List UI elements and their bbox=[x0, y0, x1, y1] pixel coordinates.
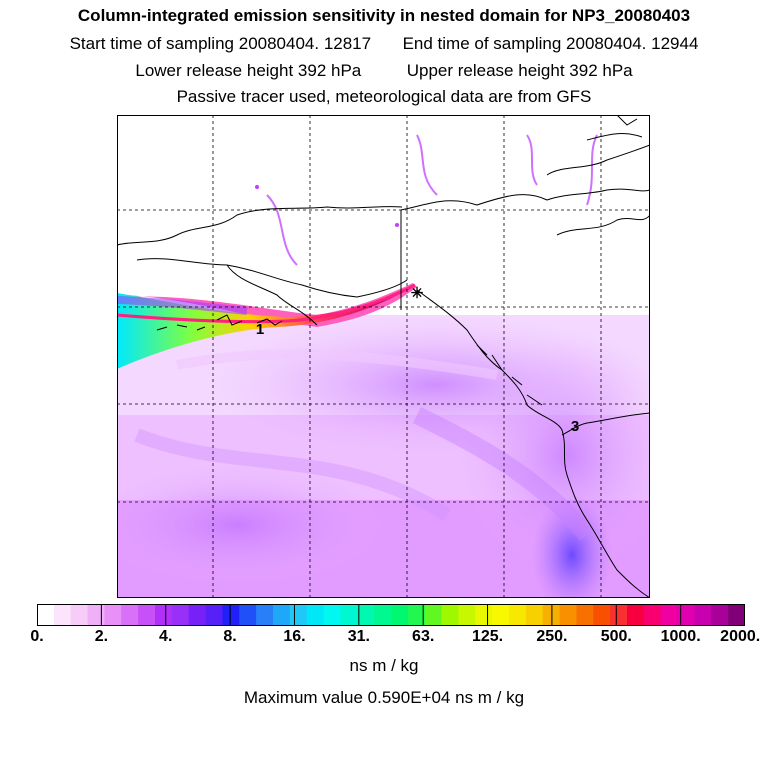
colorbar-swatch bbox=[37, 604, 55, 626]
colorbar-swatch bbox=[509, 604, 527, 626]
colorbar-swatch bbox=[273, 604, 291, 626]
colorbar-swatch bbox=[559, 604, 577, 626]
colorbar-swatch bbox=[627, 604, 645, 626]
tracer-note: Passive tracer used, meteorological data… bbox=[176, 87, 592, 106]
colorbar bbox=[37, 604, 745, 626]
colorbar-swatch bbox=[323, 604, 341, 626]
colorbar-tick: 2000. bbox=[720, 628, 761, 645]
colorbar-swatch bbox=[593, 604, 611, 626]
maximum-value-line: Maximum value 0.590E+04 ns m / kg bbox=[0, 688, 768, 708]
cluster-label-1: 1 bbox=[256, 321, 264, 338]
max-value-units: ns m / kg bbox=[455, 688, 525, 707]
map-frame bbox=[117, 115, 650, 598]
colorbar-swatch bbox=[424, 604, 443, 626]
end-time-value: 20080404. 12944 bbox=[566, 34, 699, 53]
colorbar-swatch bbox=[610, 604, 628, 626]
colorbar-swatch bbox=[87, 604, 105, 626]
colorbar-tick: 250. bbox=[536, 628, 568, 645]
colorbar-swatch bbox=[374, 604, 392, 626]
release-point-marker: ✳ bbox=[411, 285, 424, 302]
colorbar-swatch bbox=[121, 604, 139, 626]
colorbar-swatch bbox=[222, 604, 240, 626]
graticule bbox=[117, 115, 650, 598]
colorbar-swatch bbox=[104, 604, 122, 626]
colorbar-swatch bbox=[643, 604, 662, 626]
sensitivity-map: ✳ 1 3 bbox=[117, 115, 650, 598]
colorbar-ticks: 0. 2. 4. 8. 16. 31. 63. 125. 250. 500. 1… bbox=[0, 628, 768, 650]
colorbar-frame bbox=[37, 604, 745, 626]
upper-release-value: 392 hPa bbox=[569, 61, 633, 80]
sampling-time-line: Start time of sampling 20080404. 12817 E… bbox=[0, 34, 768, 54]
colorbar-swatch bbox=[205, 604, 223, 626]
colorbar-tick: 4. bbox=[159, 628, 173, 645]
colorbar-swatch bbox=[576, 604, 594, 626]
chart-title: Column-integrated emission sensitivity i… bbox=[77, 6, 691, 25]
colorbar-swatch bbox=[138, 604, 156, 626]
end-time-label: End time of sampling bbox=[402, 34, 562, 53]
colorbar-swatch bbox=[171, 604, 190, 626]
colorbar-units: ns m / kg bbox=[349, 656, 419, 675]
colorbar-swatch bbox=[188, 604, 207, 626]
colorbar-swatch bbox=[256, 604, 274, 626]
colorbar-swatch bbox=[475, 604, 493, 626]
colorbar-swatch bbox=[70, 604, 89, 626]
colorbar-swatch bbox=[711, 604, 729, 626]
colorbar-swatch bbox=[728, 604, 745, 626]
lower-release-value: 392 hPa bbox=[297, 61, 362, 80]
max-value-label: Maximum value bbox=[243, 688, 363, 707]
emission-plume bbox=[117, 283, 417, 369]
colorbar-swatch bbox=[677, 604, 695, 626]
colorbar-tick: 8. bbox=[223, 628, 237, 645]
colorbar-tick: 1000. bbox=[660, 628, 701, 645]
colorbar-swatch bbox=[155, 604, 173, 626]
colorbar-swatch bbox=[407, 604, 426, 626]
colorbar-tick: 16. bbox=[283, 628, 306, 645]
colorbar-swatch bbox=[357, 604, 375, 626]
colorbar-swatch bbox=[492, 604, 510, 626]
colorbar-swatch bbox=[306, 604, 325, 626]
colorbar-tick: 2. bbox=[94, 628, 109, 645]
cluster-label-3: 3 bbox=[571, 418, 579, 435]
colorbar-swatch bbox=[239, 604, 257, 626]
colorbar-swatch bbox=[391, 604, 409, 626]
colorbar-tick: 125. bbox=[471, 628, 504, 645]
colorbar-swatch bbox=[289, 604, 308, 626]
colorbar-swatch bbox=[458, 604, 476, 626]
colorbar-swatch bbox=[441, 604, 459, 626]
colorbar-swatch bbox=[542, 604, 561, 626]
release-height-line: Lower release height 392 hPa Upper relea… bbox=[0, 61, 768, 81]
upper-release-label: Upper release height bbox=[406, 61, 565, 80]
colorbar-swatch bbox=[525, 604, 544, 626]
start-time-value: 20080404. 12817 bbox=[238, 34, 372, 53]
start-time-label: Start time of sampling bbox=[69, 34, 234, 53]
colorbar-swatch bbox=[340, 604, 358, 626]
colorbar-tick: 0. bbox=[30, 628, 44, 645]
max-value: 0.590E+04 bbox=[367, 688, 451, 707]
colorbar-tick: 31. bbox=[347, 628, 370, 645]
colorbar-swatch bbox=[660, 604, 679, 626]
colorbar-swatch bbox=[694, 604, 712, 626]
colorbar-tick: 63. bbox=[412, 628, 435, 645]
colorbar-tick: 500. bbox=[600, 628, 632, 645]
colorbar-swatch bbox=[53, 604, 72, 626]
lower-release-label: Lower release height bbox=[135, 61, 294, 80]
sensitivity-field bbox=[117, 115, 650, 598]
coastlines bbox=[117, 115, 650, 598]
